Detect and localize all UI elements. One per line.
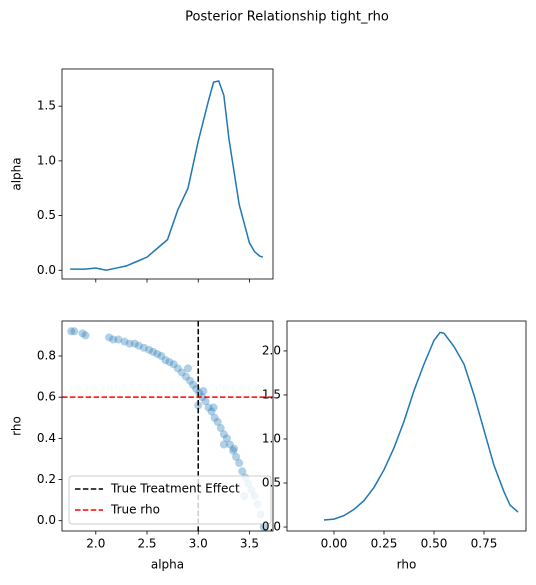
x-tick-label: 2.5 [137,537,156,551]
x-tick-label: 3.0 [189,537,208,551]
x-tick-label: 0.75 [471,537,498,551]
scatter-point [78,329,87,338]
scatter-point [222,434,231,443]
scatter-point [81,331,90,340]
legend-label: True rho [110,503,160,517]
scatter-point [219,430,228,439]
axes-frame [61,320,274,532]
scatter-point [210,413,219,422]
scatter-point [201,397,210,406]
scatter-point [195,389,204,398]
y-tick-label: 0.8 [37,349,56,363]
y-axis-label: rho [10,416,24,436]
y-tick-label: 1.5 [37,99,56,113]
scatter-point [229,446,238,455]
y-tick-label: 0.0 [37,513,56,527]
axes-frame [61,68,274,280]
kde-line [70,80,264,272]
scatter-point [198,393,207,402]
x-tick-label: 0.25 [371,537,398,551]
y-tick-label: 2.0 [262,343,281,357]
y-tick-label: 0.4 [37,431,56,445]
scatter-point [169,360,178,369]
x-axis-label: alpha [151,558,184,572]
scatter-point [109,335,118,344]
scatter-point [105,333,114,342]
scatter-point [225,440,234,449]
scatter-point [207,407,216,416]
scatter-point [259,522,268,531]
y-tick-label: 0.5 [37,208,56,222]
y-tick-label: 0.5 [262,476,281,490]
scatter-point [134,341,143,350]
y-tick-label: 0.0 [262,520,281,534]
kde-line [323,331,519,521]
scatter-point [213,417,222,426]
x-tick-label: 0.50 [421,537,448,551]
scatter-point [161,356,170,365]
scatter-point [181,372,190,381]
y-tick-label: 1.0 [37,153,56,167]
scatter-point [70,327,79,336]
scatter-point [235,459,244,468]
legend-label: True Treatment Effect [110,482,240,496]
scatter-point [232,452,241,461]
scatter-point [165,358,174,367]
scatter-point [189,380,198,389]
scatter-point [186,376,195,385]
x-axis-label: rho [397,558,417,572]
figure-title: Posterior Relationship tight_rho [185,10,389,25]
scatter-point [204,403,213,412]
y-tick-label: 0.2 [37,472,56,486]
scatter-point [157,352,166,360]
scatter-point [219,440,228,449]
y-tick-label: 1.5 [262,387,281,401]
scatter-point [153,349,162,358]
scatter-point [216,424,225,433]
axes-frame [286,320,527,532]
scatter-point [183,364,192,373]
y-tick-label: 0.6 [37,390,56,404]
scatter-point [149,347,158,356]
scatter-point [145,345,154,354]
x-tick-label: 2.0 [86,537,105,551]
scatter-point [199,387,208,395]
scatter-point [230,444,239,453]
scatter-point [173,364,182,373]
x-tick-label: 0.00 [321,537,348,551]
scatter-point [125,339,134,348]
scatter-point [238,467,247,476]
y-axis-label: alpha [10,157,24,190]
y-tick-label: 0.0 [37,263,56,277]
scatter-point [120,337,129,346]
scatter-point [130,339,139,348]
scatter-point [177,368,186,377]
legend-box [68,475,272,525]
y-tick-label: 1.0 [262,431,281,445]
scatter-point [114,335,123,344]
scatter-point [67,327,76,336]
plot-area [323,331,519,521]
scatter-point [139,343,148,352]
x-tick-label: 3.5 [240,537,259,551]
scatter-point [209,403,218,412]
plot-area [70,80,264,272]
